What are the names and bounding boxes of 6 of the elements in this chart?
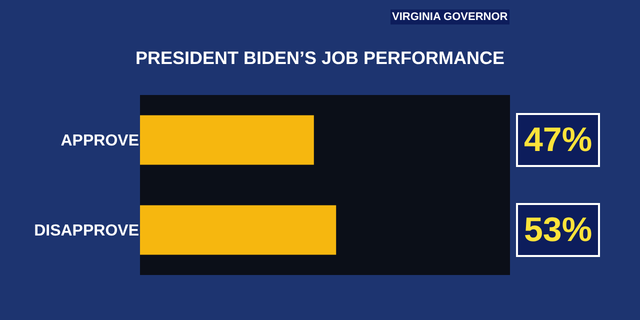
y-tick-label: APPROVE — [60, 132, 140, 150]
data-label: 53% — [524, 211, 592, 249]
y-tick-label: DISAPPROVE — [34, 222, 140, 240]
chart-title: PRESIDENT BIDEN’S JOB PERFORMANCE — [135, 48, 505, 68]
data-label: 47% — [524, 121, 592, 159]
chart-subtitle: VIRGINIA GOVERNOR — [392, 11, 508, 23]
